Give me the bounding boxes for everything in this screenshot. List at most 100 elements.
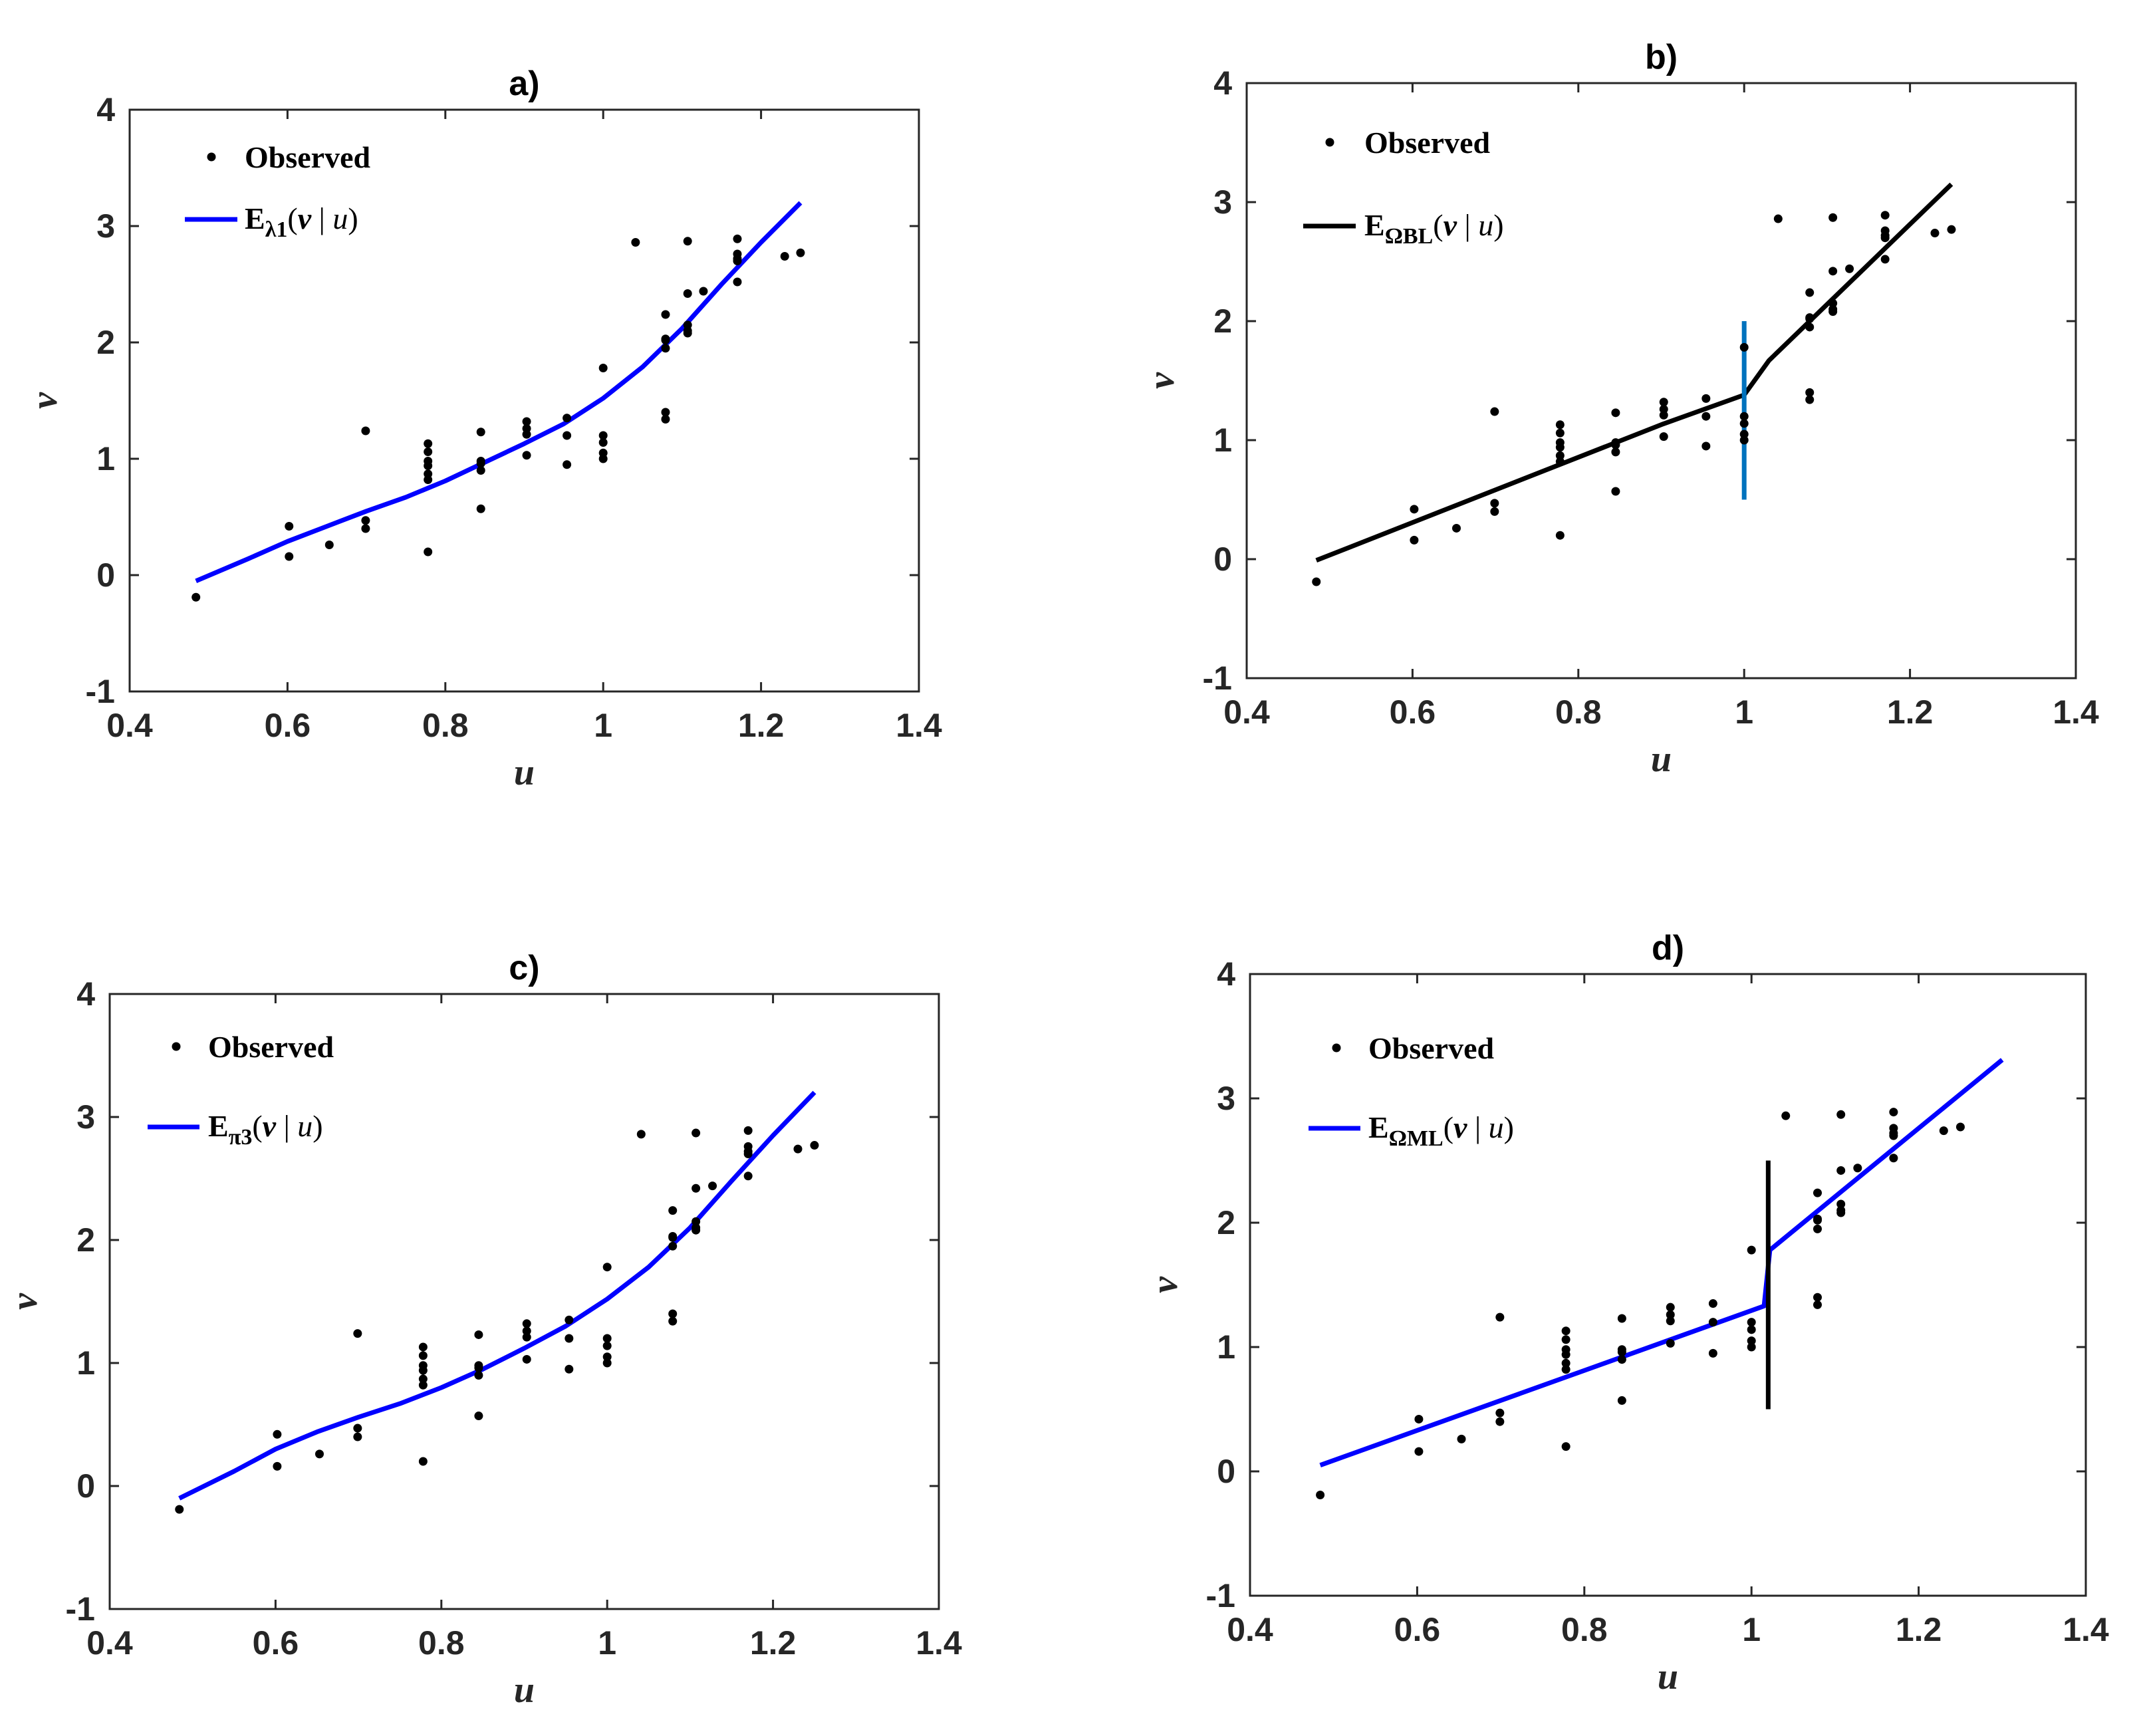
panel-b-observed-point (1880, 233, 1890, 243)
panel-c-ytick-label: 0 (76, 1467, 95, 1505)
panel-b-observed-point (1451, 523, 1461, 533)
panel-c-observed-point (474, 1412, 483, 1421)
panel-b-ytick-label: -1 (1203, 660, 1232, 697)
panel-a-observed-point (598, 431, 608, 440)
panel-b-observed-point (1828, 307, 1838, 316)
panel-a-legend-fit-label: Eλ1(v | u) (245, 201, 358, 242)
panel-b-observed-point (1805, 322, 1815, 332)
panel-a-observed-point (598, 438, 608, 447)
panel-a: 0.4 0.6 0.8 1 1.2 1.4 -1 0 1 2 3 4 u v a) Observed Eλ1(v… (24, 64, 942, 793)
panel-a-observed-point (476, 459, 485, 468)
panel-d-observed-point (1708, 1348, 1717, 1358)
panel-d-observed-point (1561, 1335, 1570, 1344)
panel-a-observed-point (476, 504, 485, 513)
panel-c-observed-point (474, 1371, 483, 1380)
panel-d-observed-point (1747, 1325, 1756, 1334)
panel-c-xtick-label: 1 (598, 1624, 616, 1662)
panel-c-observed-point (743, 1150, 753, 1158)
panel-b-ytick-label: 2 (1213, 303, 1232, 340)
panel-d-title: d) (1652, 929, 1684, 967)
panel-a-observed-point (598, 364, 608, 372)
panel-c-observed-point (668, 1241, 678, 1251)
panel-b-ytick-label: 0 (1213, 541, 1232, 578)
panel-a-observed-point (191, 592, 201, 602)
panel-b-observed-point (1880, 255, 1890, 264)
panel-b-observed-point (1701, 394, 1711, 403)
panel-c-xtick-label: 0.8 (418, 1624, 465, 1662)
panel-d-observed-point (1617, 1314, 1626, 1323)
panel-b-observed-point (1739, 419, 1749, 428)
panel-b-observed-point (1739, 412, 1749, 421)
panel-d-observed-point (1955, 1122, 1965, 1132)
panel-a-ytick-label: 2 (96, 324, 115, 361)
panel-a-observed-point (361, 516, 370, 525)
panel-d-observed-point (1414, 1447, 1424, 1456)
panel-c-observed-point (668, 1309, 678, 1318)
panel-a-xtick-label: 0.6 (265, 707, 311, 744)
panel-d-observed-point (1316, 1491, 1325, 1500)
panel-b-observed-point (1880, 211, 1890, 220)
panel-b-observed-point (1312, 577, 1321, 586)
panel-b-axes-box (1245, 82, 2077, 680)
panel-b-ytick-label: 1 (1213, 422, 1232, 459)
panel-b-observed-point (1701, 441, 1711, 451)
panel-c-observed-point (418, 1374, 428, 1384)
panel-b-observed-point (1805, 388, 1815, 397)
panel-d-observed-point (1495, 1408, 1505, 1418)
panel-a-observed-point (285, 522, 294, 531)
panel-a-observed-point (683, 328, 692, 338)
panel-d-observed-point (1813, 1188, 1822, 1197)
panel-b-xtick-label: 0.4 (1223, 693, 1270, 731)
panel-c-observed-point (522, 1354, 531, 1364)
panel-a-observed-point (661, 344, 670, 353)
panel-b-observed-point (1555, 457, 1565, 466)
panel-b-legend-observed-marker (1325, 138, 1334, 147)
panel-c-observed-point (602, 1263, 612, 1272)
panel-c-ytick-label: -1 (66, 1590, 95, 1628)
panel-b-xtick-label: 0.6 (1390, 693, 1436, 731)
panel-d-observed-point (1666, 1316, 1675, 1326)
panel-d-xtick-label: 0.8 (1561, 1611, 1608, 1648)
panel-d-legend-observed-marker (1332, 1043, 1341, 1053)
panel-d-observed-point (1414, 1414, 1424, 1424)
panel-c-observed-point (691, 1225, 701, 1235)
panel-b-title: b) (1645, 38, 1678, 76)
panel-d-observed-point (1617, 1355, 1626, 1364)
panel-c-observed-point (565, 1315, 574, 1324)
panel-c-title: c) (509, 949, 539, 987)
panel-a-xlabel: u (514, 752, 535, 793)
panel-c-observed-point (418, 1366, 428, 1375)
panel-c-xtick-label: 1.2 (750, 1624, 797, 1662)
panel-c-observed-point (691, 1183, 701, 1193)
panel-d-ytick-label: 2 (1217, 1204, 1235, 1241)
panel-c-observed-point (418, 1380, 428, 1390)
panel-a-observed-point (563, 460, 572, 469)
panel-b-xlabel: u (1651, 739, 1672, 780)
panel-c-observed-point (602, 1352, 612, 1362)
panel-a-observed-point (661, 408, 670, 417)
panel-b-observed-point (1659, 432, 1668, 441)
panel-b-observed-point (1659, 410, 1668, 420)
panel-a-observed-point (699, 287, 708, 296)
panel-d-observed-point (1617, 1347, 1626, 1356)
panel-d-observed-point (1495, 1417, 1505, 1426)
panel-d-observed-point (1889, 1131, 1898, 1140)
panel-d-ytick-label: -1 (1206, 1577, 1235, 1614)
panel-a-xtick-label: 1 (594, 707, 612, 744)
panel-b-legend-observed-label: Observed (1364, 126, 1491, 160)
panel-b-xtick-label: 1.4 (2053, 693, 2099, 731)
panel-a-ytick-label: 1 (96, 440, 115, 477)
panel-c-observed-point (353, 1432, 362, 1441)
panel-d-observed-point (1747, 1318, 1756, 1327)
panel-a-observed-point (476, 466, 485, 475)
panel-a-observed-point (476, 428, 485, 437)
panel-b-legend-fit-label: EΩBL(v | u) (1364, 208, 1504, 249)
panel-c-observed-point (565, 1334, 574, 1343)
panel-a-fit-line (195, 201, 803, 584)
panel-a-observed-point (661, 336, 670, 344)
panel-b-observed-point (1773, 214, 1783, 223)
panel-d-observed-point (1561, 1365, 1570, 1374)
panel-d-observed-point (1617, 1396, 1626, 1405)
panel-a-ylabel: v (24, 392, 65, 409)
